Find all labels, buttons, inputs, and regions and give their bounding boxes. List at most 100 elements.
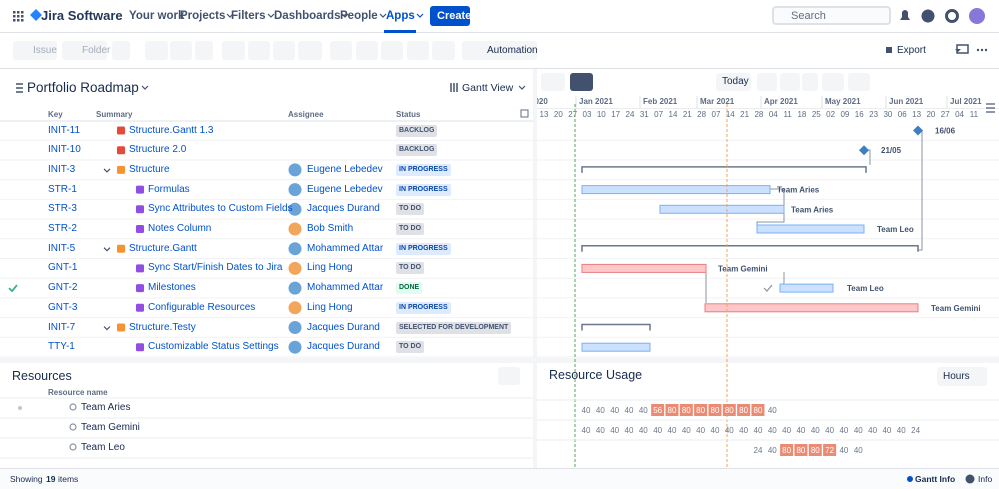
overload-cell [737,404,751,416]
dependency-line [918,130,923,251]
task-bar [581,263,707,273]
create-button[interactable] [430,6,470,26]
toolbar-icon-button[interactable] [356,41,378,60]
nav-item[interactable]: Dashboards [274,10,341,22]
nav-item[interactable]: Your work [129,10,185,22]
assignee-name[interactable]: Bob Smith [307,223,354,234]
issue-summary[interactable]: Configurable Resources [148,301,256,313]
assignee-name[interactable]: Mohammed Attar [307,282,384,294]
issue-key[interactable]: GNT-1 [48,262,78,274]
resource-name[interactable]: Team Leo [81,442,125,453]
assignee-name[interactable]: Ling Hong [307,301,353,313]
zoom-button[interactable] [822,73,844,91]
zoom-button[interactable] [802,73,818,91]
toolbar-icon-button[interactable] [145,41,168,60]
issue-key[interactable]: INIT-11 [48,124,81,136]
zoom-button[interactable] [848,73,870,91]
info-link[interactable]: Info [978,474,993,484]
zoom-button[interactable] [780,73,800,91]
day-label: 03 [583,110,592,119]
issue-summary[interactable]: Structure.Gantt 1.3 [129,124,214,136]
issue-summary[interactable]: Notes Column [148,223,212,234]
resource-name[interactable]: Team Aries [81,402,131,413]
search-box[interactable] [772,6,891,25]
resource-name[interactable]: Team Gemini [81,422,140,433]
issue-key[interactable]: GNT-3 [48,301,78,313]
issue-summary[interactable]: Sync Attributes to Custom Fields [148,203,293,215]
issue-summary[interactable]: Structure.Gantt [129,242,197,254]
folder-label[interactable]: Folder [82,44,111,56]
overload-cell [722,404,736,416]
toolbar-icon-button[interactable] [248,41,270,60]
nav-item[interactable]: Projects [180,10,226,22]
status-badge: BACKLOG [396,124,438,137]
today-label[interactable]: Today [722,76,749,87]
nav-item[interactable]: People [340,10,378,22]
gantt-view-label[interactable]: Gantt View [462,82,514,94]
issue-summary[interactable]: Milestones [148,282,196,294]
gantt-info-link[interactable]: Gantt Info [915,474,956,484]
toolbar-icon-button[interactable] [273,41,295,60]
view-toggle-active[interactable] [570,73,593,91]
issue-summary[interactable]: Structure 2.0 [129,144,187,156]
toolbar-icon-button[interactable] [381,41,403,60]
nav-item[interactable]: Apps [386,10,415,22]
toolbar-icon-button[interactable] [407,41,429,60]
export-label[interactable]: Export [897,44,926,56]
issue-summary[interactable]: Structure.Testy [129,321,196,333]
toolbar-icon-button[interactable] [432,41,455,60]
assignee-name[interactable]: Ling Hong [307,262,353,274]
resources-button[interactable] [498,367,520,385]
issue-summary[interactable]: Structure [129,163,170,175]
issue-key[interactable]: INIT-5 [48,242,76,254]
resource-usage-title: Resource Usage [549,368,643,382]
issue-summary[interactable]: Customizable Status Settings [148,341,279,353]
toolbar-icon-button[interactable] [112,41,130,60]
issue-key[interactable]: GNT-2 [48,282,78,294]
roadmap-title[interactable]: Portfolio Roadmap [27,80,139,95]
unit-label[interactable]: Hours [943,370,970,382]
nav-item[interactable]: Filters [231,10,266,22]
zoom-button[interactable] [757,73,777,91]
view-toggle[interactable] [541,73,565,91]
status-badge: TO DO [396,262,425,275]
issue-key[interactable]: STR-1 [48,183,77,195]
toolbar-icon-button[interactable] [330,41,352,60]
create-label[interactable]: Create [437,10,472,22]
issue-key[interactable]: INIT-10 [48,144,81,156]
section-divider [0,358,999,363]
assignee-name[interactable]: Eugene Lebedev [307,163,383,175]
month-label: Jun 2021 [889,97,924,106]
assignee-name[interactable]: Eugene Lebedev [307,183,383,195]
automation-button[interactable] [462,41,537,60]
nav-active-underline [384,30,416,33]
automation-label[interactable]: Automation [487,44,538,56]
issue-summary[interactable]: Sync Start/Finish Dates to Jira [148,262,283,274]
toolbar-icon-button[interactable] [170,41,192,60]
issue-button[interactable] [13,41,57,60]
summary-bar [581,323,651,331]
search-placeholder[interactable]: Search [791,9,826,22]
issue-label[interactable]: Issue [33,44,57,56]
folder-button[interactable] [62,41,107,60]
assignee-name[interactable]: Mohammed Attar [307,242,384,254]
chevron [267,13,275,18]
issue-summary[interactable]: Formulas [148,183,190,195]
assignee-name[interactable]: Jacques Durand [307,341,380,353]
issue-key[interactable]: STR-2 [48,223,77,234]
assignee-name[interactable]: Jacques Durand [307,321,380,333]
assignee-avatar [288,301,302,315]
unit-dropdown[interactable] [937,367,987,386]
app-switcher-dot [21,11,24,14]
assignee-name[interactable]: Jacques Durand [307,203,380,215]
toolbar-icon-button[interactable] [298,41,322,60]
issue-key[interactable]: STR-3 [48,203,77,215]
issue-key[interactable]: INIT-7 [48,321,76,333]
issue-key[interactable]: INIT-3 [48,163,76,175]
toolbar-icon-button[interactable] [195,41,213,60]
product-name[interactable]: Jira Software [41,8,123,23]
status-badge: IN PROGRESS [396,301,451,314]
issue-key[interactable]: TTY-1 [48,341,75,353]
toolbar-icon-button[interactable] [222,41,245,60]
today-button[interactable] [716,73,751,91]
